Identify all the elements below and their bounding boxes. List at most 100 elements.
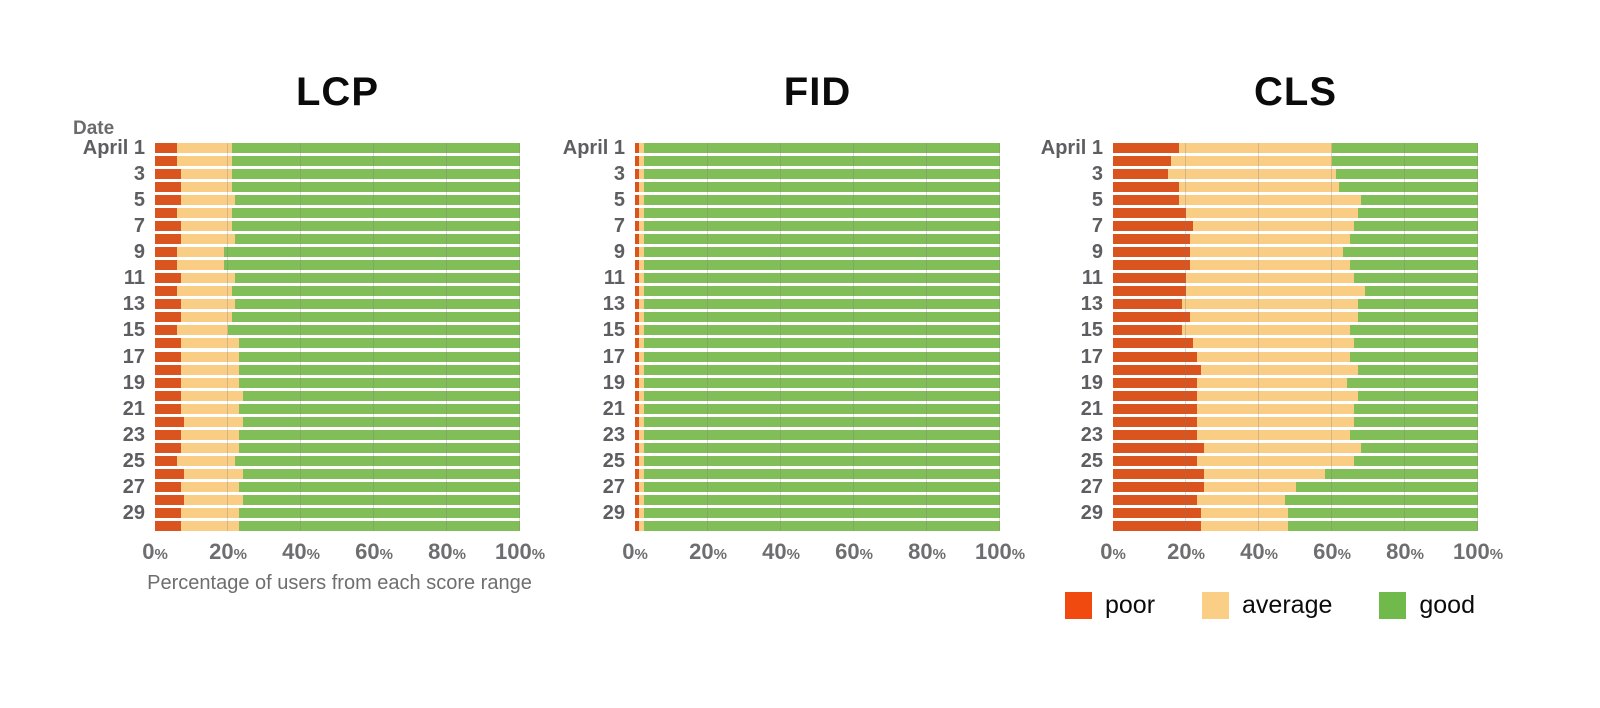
legend-label-average: average [1242, 591, 1333, 619]
bar-segment-poor [155, 429, 181, 440]
bar-segment-poor [635, 468, 639, 479]
bar-segment-good [224, 247, 520, 258]
bar-segment-average [1200, 507, 1289, 518]
bar-segment-good [1350, 429, 1478, 440]
bar-segment-good [1364, 286, 1478, 297]
bar-row [635, 273, 1000, 284]
bar-segment-average [1178, 182, 1340, 193]
bar-row [1113, 364, 1478, 375]
gridline [1258, 143, 1259, 531]
bar-row [635, 416, 1000, 427]
bar-segment-poor [1113, 156, 1172, 167]
legend-item-good: good [1379, 592, 1475, 619]
bar-segment-average [638, 403, 645, 414]
bar-segment-average [1196, 377, 1347, 388]
bar-row [635, 195, 1000, 206]
bar-row [155, 247, 520, 258]
bar-segment-good [644, 208, 1000, 219]
bar-segment-average [1178, 195, 1362, 206]
bar-segment-average [1189, 312, 1358, 323]
bar-segment-poor [635, 143, 639, 153]
x-axis-tick: 20% [209, 539, 247, 564]
bar-segment-good [227, 325, 520, 336]
bar-segment-good [644, 468, 1000, 479]
y-axis-label [525, 208, 625, 218]
bar-segment-poor [635, 325, 639, 336]
bar-segment-average [638, 299, 645, 310]
bar-segment-average [180, 182, 232, 193]
bar-segment-good [644, 234, 1000, 245]
bar-row [635, 468, 1000, 479]
bar-segment-average [1196, 390, 1358, 401]
bar-segment-average [176, 455, 236, 466]
bar-segment-good [1339, 182, 1478, 193]
bar-segment-good [1288, 507, 1478, 518]
bar-segment-poor [635, 221, 639, 232]
bar-segment-good [1361, 442, 1478, 453]
bar-row [155, 169, 520, 180]
chart-title-lcp: LCP [296, 70, 379, 114]
bar-row [155, 403, 520, 414]
bar-row [1113, 416, 1478, 427]
bar-segment-good [231, 143, 520, 153]
bar-segment-poor [155, 520, 181, 531]
y-axis-label: 17 [602, 345, 625, 368]
bar-segment-good [1353, 416, 1478, 427]
bar-row [155, 468, 520, 479]
gridline [780, 143, 781, 531]
bar-segment-poor [155, 390, 181, 401]
bar-row [1113, 221, 1478, 232]
bar-segment-poor [1113, 299, 1183, 310]
bar-row [1113, 390, 1478, 401]
bar-segment-good [242, 494, 520, 505]
y-axis-label [1003, 234, 1103, 244]
y-axis-label: 21 [122, 397, 145, 420]
bar-row [1113, 429, 1478, 440]
legend-swatch-poor-icon [1065, 592, 1092, 619]
bar-segment-average [638, 442, 645, 453]
y-axis-label: 27 [1080, 475, 1103, 498]
bar-row [155, 221, 520, 232]
x-axis-tick: 100% [974, 539, 1026, 564]
bar-segment-good [644, 169, 1000, 180]
bar-segment-poor [635, 429, 639, 440]
bar-segment-average [1196, 494, 1285, 505]
bar-segment-good [644, 351, 1000, 362]
gridline [853, 143, 854, 531]
bar-segment-poor [155, 377, 181, 388]
bar-row [155, 182, 520, 193]
bar-segment-average [1200, 520, 1289, 531]
bar-segment-good [238, 403, 520, 414]
bar-segment-poor [155, 351, 181, 362]
bar-segment-good [1295, 481, 1478, 492]
bar-segment-average [638, 390, 645, 401]
bar-segment-poor [1113, 468, 1205, 479]
bar-segment-poor [1113, 442, 1205, 453]
bar-segment-good [224, 260, 520, 271]
gridline [300, 143, 301, 531]
bar-row [635, 156, 1000, 167]
y-axis-label: 3 [613, 163, 625, 186]
bar-segment-good [1335, 169, 1478, 180]
y-axis-label: 27 [122, 475, 145, 498]
bar-segment-average [184, 468, 243, 479]
bar-row [1113, 507, 1478, 518]
bar-segment-poor [155, 169, 181, 180]
bar-segment-poor [1113, 182, 1179, 193]
bar-row [1113, 169, 1478, 180]
bar-segment-average [1196, 416, 1354, 427]
bar-row [1113, 247, 1478, 258]
bar-segment-good [235, 299, 520, 310]
bar-segment-good [644, 299, 1000, 310]
bar-row [1113, 312, 1478, 323]
bar-segment-poor [1113, 390, 1197, 401]
bar-segment-average [180, 338, 239, 349]
x-axis-tick: 40% [1240, 539, 1278, 564]
bar-row [155, 481, 520, 492]
bar-row [1113, 403, 1478, 414]
y-axis-label [525, 182, 625, 192]
bar-segment-good [1350, 260, 1478, 271]
bar-segment-good [238, 338, 520, 349]
plot-area [1113, 143, 1478, 531]
bar-segment-good [231, 169, 520, 180]
